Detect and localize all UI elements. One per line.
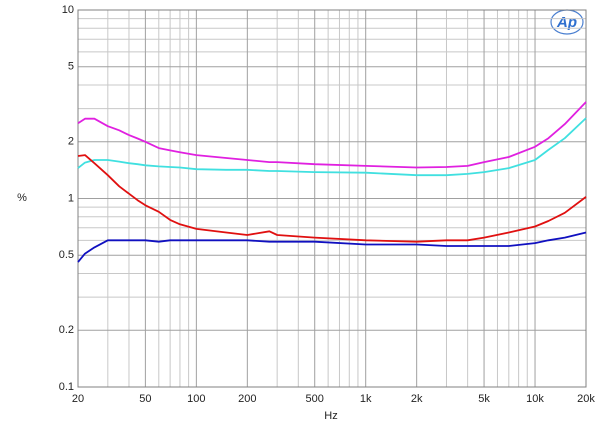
y-tick-label: 0.5 [59, 249, 74, 261]
x-tick-label: 1k [360, 393, 372, 405]
x-tick-label: 100 [187, 393, 205, 405]
series-line [77, 101, 587, 169]
y-tick-label: 5 [68, 61, 74, 73]
y-tick-label: 0.2 [59, 324, 74, 336]
series-line [77, 154, 587, 243]
x-tick-label: 20k [577, 393, 595, 405]
y-tick-label: 1 [68, 192, 74, 204]
x-tick-label: 10k [526, 393, 544, 405]
y-tick-label: 2 [68, 136, 74, 148]
plot-frame [77, 9, 587, 388]
x-tick-label: 20 [72, 393, 84, 405]
y-axis-label: % [17, 192, 27, 204]
x-tick-label: 5k [478, 393, 490, 405]
y-tick-label: 0.1 [59, 381, 74, 393]
series-line [77, 231, 587, 263]
series-line [77, 117, 587, 177]
x-tick-label: 500 [306, 393, 324, 405]
y-tick-label: 10 [62, 4, 74, 16]
x-tick-label: 2k [411, 393, 423, 405]
x-tick-label: 200 [238, 393, 256, 405]
x-axis-label: Hz [324, 410, 337, 422]
x-tick-label: 50 [139, 393, 151, 405]
